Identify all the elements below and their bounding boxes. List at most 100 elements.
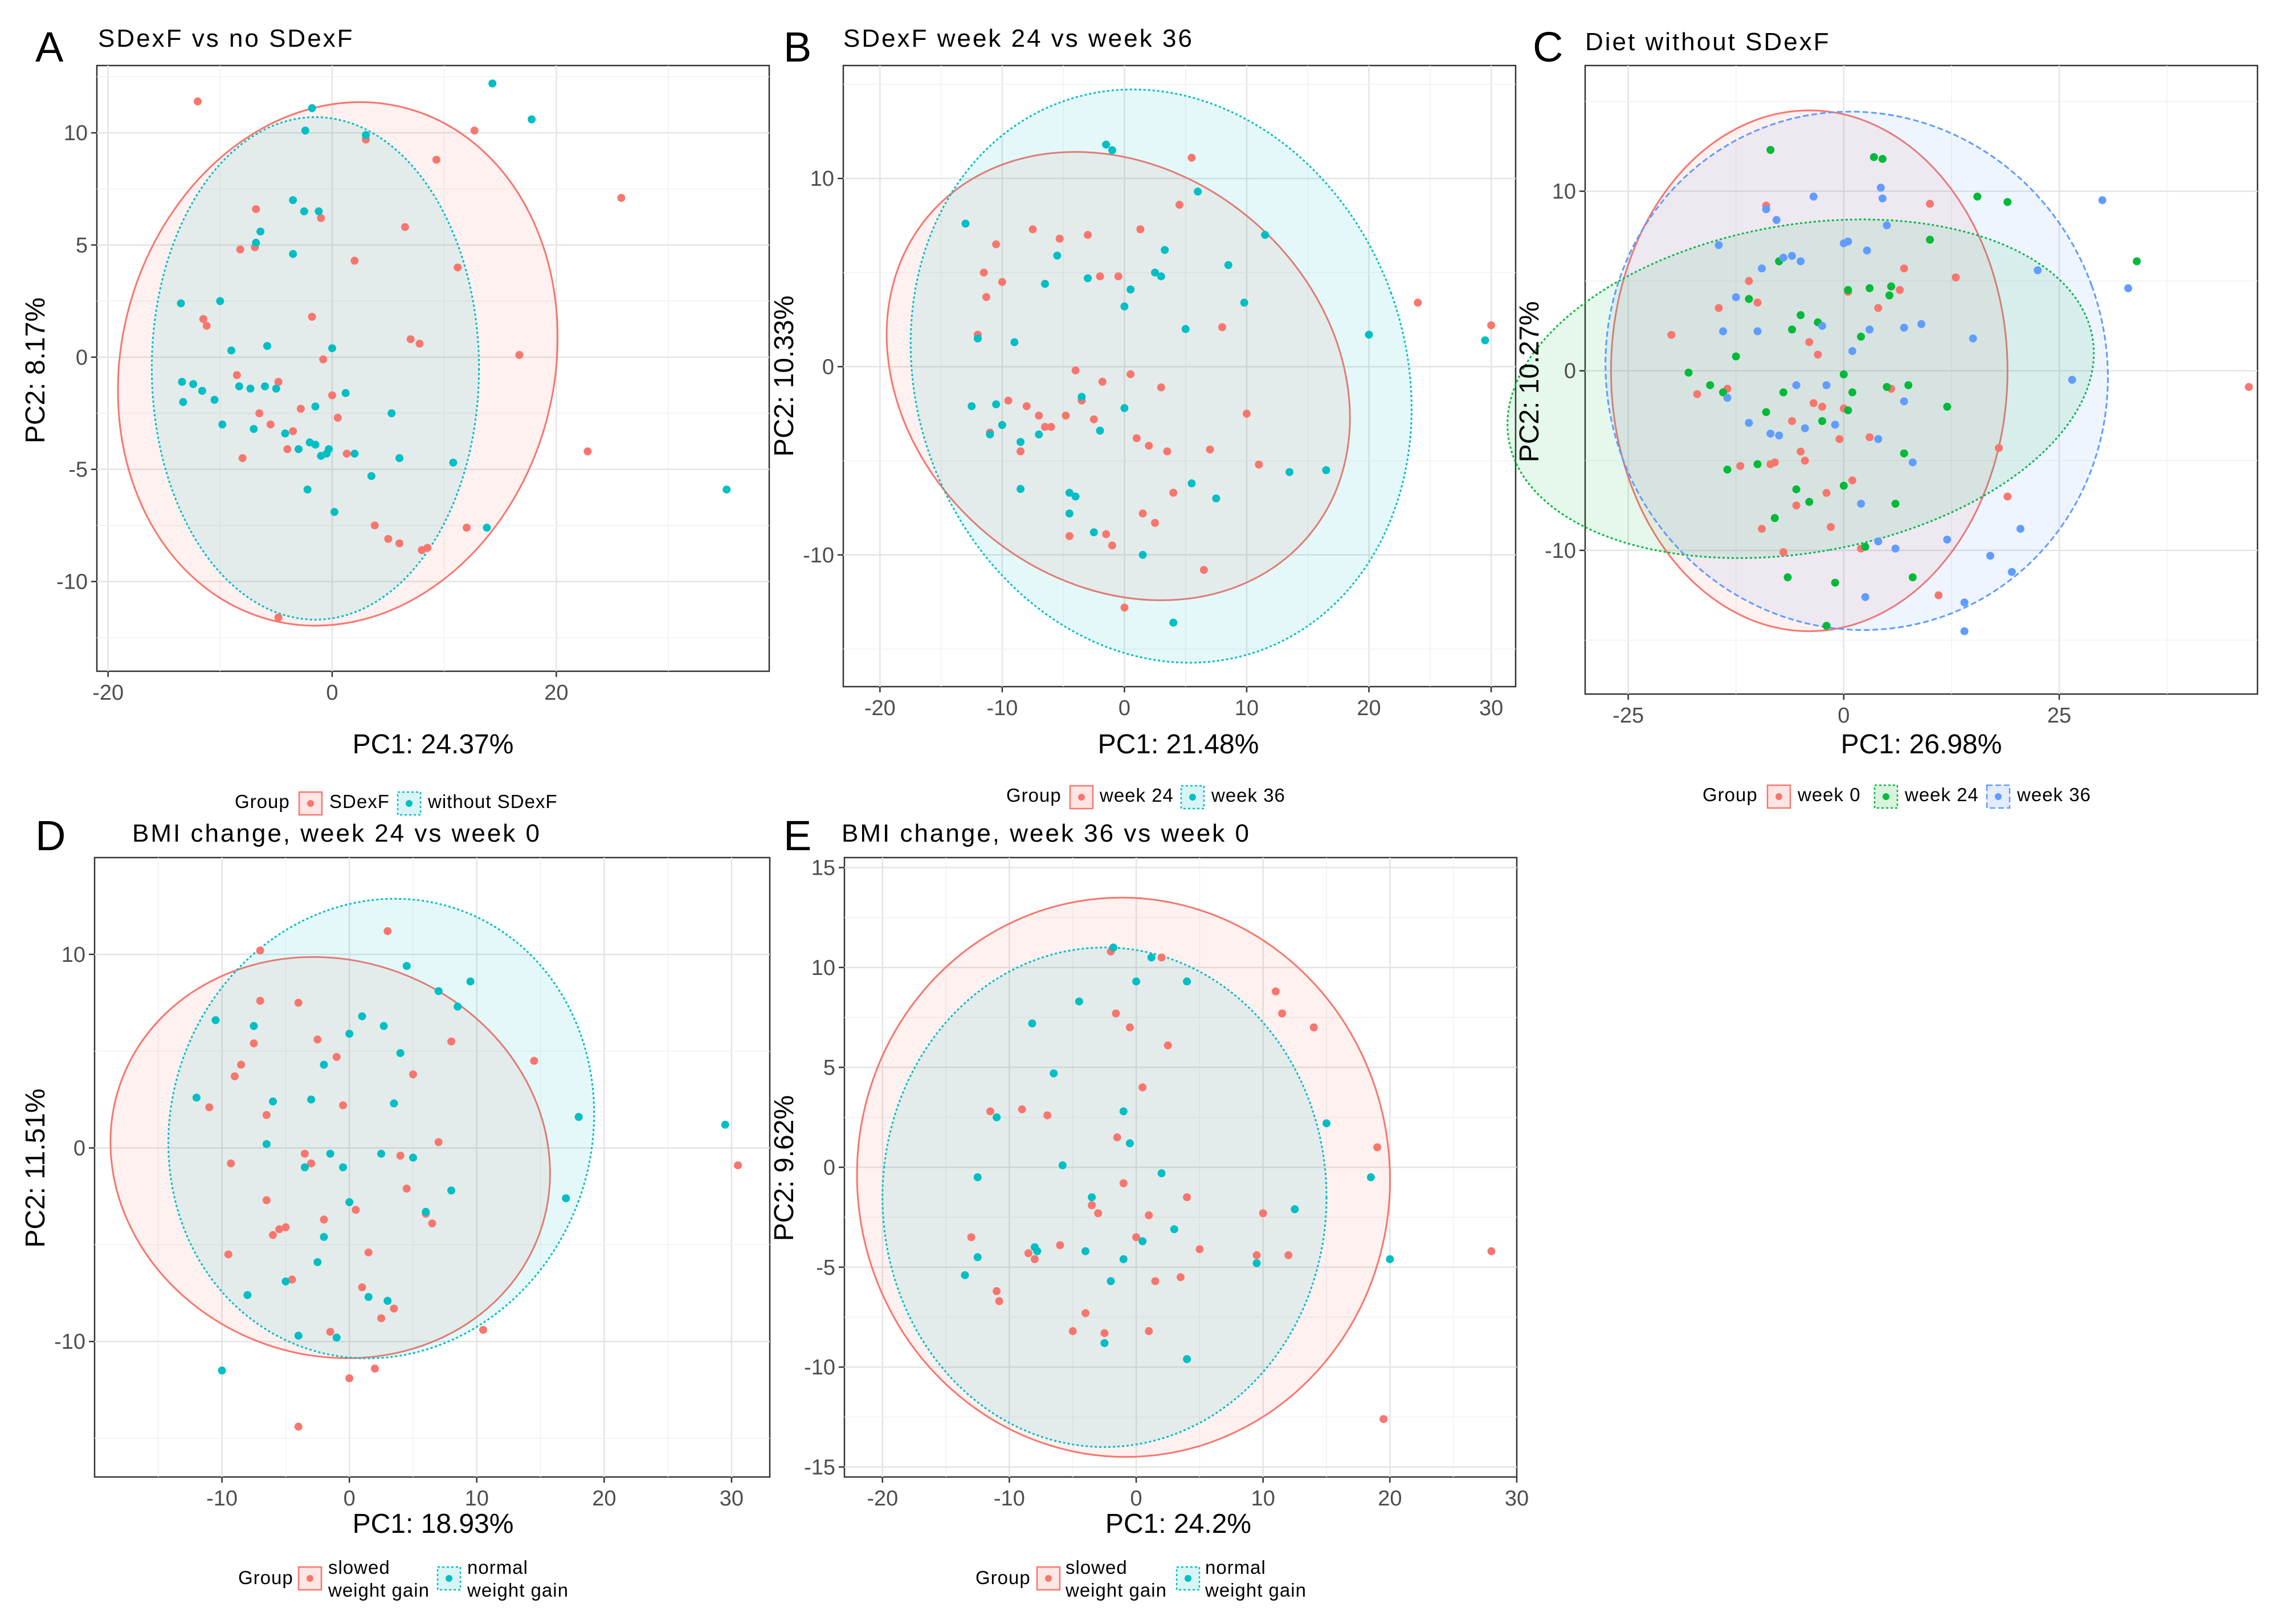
data-point-blue: [1908, 458, 1917, 467]
data-point-red: [423, 544, 432, 552]
data-point-red: [370, 521, 379, 530]
data-point-teal: [1016, 485, 1025, 493]
data-point-teal: [1138, 550, 1147, 559]
data-point-red: [1243, 410, 1251, 418]
data-point-green: [1706, 381, 1714, 389]
data-point-teal: [358, 1012, 366, 1021]
panel-d-legend-label-slowed: slowed weight gain: [328, 1557, 430, 1601]
panel-b: B SDexF week 24 vs week 36 -20 -10 0 10 20 30…: [769, 23, 1517, 810]
data-point-red: [992, 240, 1001, 248]
panel-e-y-axis-label: PC2: 9.62%: [769, 1095, 799, 1241]
data-point-red: [1068, 1327, 1077, 1336]
data-point-red: [269, 1231, 277, 1239]
data-point-blue: [1762, 205, 1770, 214]
data-point-blue: [1917, 320, 1925, 328]
data-point-red: [1126, 370, 1135, 378]
x-tick-label: 25: [2047, 704, 2071, 728]
data-point-teal: [998, 421, 1006, 429]
data-point-red: [998, 278, 1006, 286]
data-point-blue: [1753, 327, 1762, 336]
panel-c-legend: Group week 0 week 24 week 36: [1703, 784, 2091, 809]
data-point-blue: [1792, 381, 1801, 389]
data-point-red: [230, 1072, 239, 1080]
data-point-teal: [449, 458, 458, 467]
panel-b-legend-label-week-24: week 24: [1099, 785, 1174, 806]
data-point-teal: [269, 1097, 277, 1106]
data-point-red: [238, 454, 247, 462]
data-point-red: [1952, 273, 1960, 281]
panel-c-legend-label-week-0: week 0: [1797, 784, 1861, 805]
data-point-teal: [1169, 618, 1178, 627]
data-point-blue: [2007, 568, 2016, 576]
data-point-blue: [1863, 246, 1871, 255]
data-point-red: [1792, 501, 1801, 510]
data-point-red: [332, 1052, 341, 1061]
data-point-red: [1758, 525, 1766, 533]
data-point-red: [1132, 434, 1141, 442]
data-point-teal: [311, 440, 320, 449]
data-point-blue: [1943, 535, 1952, 544]
data-point-teal: [422, 1207, 430, 1216]
panel-e-legend: Group slowed weight gain normal weight gai…: [975, 1557, 1306, 1601]
data-point-red: [1874, 304, 1883, 312]
data-point-blue: [1891, 544, 1900, 553]
data-point-blue: [1848, 347, 1856, 356]
x-tick-label: 10: [1235, 696, 1259, 720]
y-tick-label: 10: [62, 943, 85, 967]
data-point-red: [1414, 299, 1422, 307]
data-point-green: [1848, 388, 1856, 397]
panel-d-legend-title: Group: [238, 1567, 293, 1588]
data-point-teal: [252, 239, 260, 247]
data-point-blue: [1960, 627, 1969, 635]
data-point-blue: [1719, 327, 1728, 336]
x-tick-label: -10: [986, 696, 1018, 720]
data-point-teal: [263, 342, 271, 350]
data-point-teal: [1016, 438, 1025, 446]
x-tick-label: 0: [1838, 704, 1850, 728]
y-tick-label: -5: [68, 458, 88, 482]
data-point-red: [1164, 1041, 1172, 1050]
data-point-red: [1163, 447, 1171, 456]
panel-e-y-ticks: -15 -10 -5 0 5 10 15: [804, 856, 844, 1479]
data-point-red: [1373, 1143, 1382, 1152]
data-point-green: [1844, 406, 1852, 415]
panel-letter-e: E: [783, 812, 811, 859]
data-point-green: [1844, 285, 1852, 294]
data-point-teal: [1366, 1173, 1375, 1182]
data-point-teal: [295, 445, 303, 454]
data-point-teal: [992, 400, 1001, 409]
data-point-teal: [177, 299, 185, 308]
data-point-teal: [303, 485, 312, 494]
data-point-blue: [1801, 424, 1809, 432]
data-point-teal: [326, 1149, 334, 1158]
data-point-red: [384, 534, 393, 543]
data-point-red: [307, 1159, 316, 1168]
data-point-red: [1779, 548, 1787, 557]
data-point-blue: [1797, 257, 1805, 266]
panel-d-legend-dot-slowed: [307, 1575, 313, 1582]
data-point-red: [1041, 423, 1049, 431]
data-point-teal: [315, 207, 323, 215]
data-point-teal: [1252, 1259, 1261, 1267]
data-point-red: [463, 524, 471, 532]
panel-c: C Diet without SDexF -25 0 25 -10 0 10 PC1: …: [1507, 23, 2259, 809]
data-point-red: [617, 194, 626, 202]
data-point-red: [415, 340, 424, 348]
data-point-teal: [1125, 1139, 1134, 1148]
confidence-ellipse-teal: [909, 88, 1412, 664]
x-tick-label: 20: [1378, 1487, 1402, 1511]
panel-c-y-ticks: -10 0 10: [1545, 180, 1585, 563]
data-point-teal: [300, 207, 308, 215]
data-point-teal: [308, 104, 316, 112]
panel-e-title: BMI change, week 36 vs week 0: [842, 819, 1251, 847]
panel-a-plot-background: [96, 64, 770, 672]
data-point-red: [1487, 321, 1496, 329]
panel-a: A SDexF vs no SDexF -20 0 20 -10 -5 0 5 10 PC1…: [21, 23, 770, 816]
data-point-red: [530, 1056, 538, 1065]
data-point-teal: [179, 398, 187, 406]
data-point-red: [1108, 541, 1116, 550]
data-point-teal: [1181, 325, 1190, 333]
data-point-teal: [198, 386, 206, 395]
panel-b-legend: Group week 24 week 36: [1006, 785, 1285, 810]
data-point-red: [1753, 298, 1762, 307]
